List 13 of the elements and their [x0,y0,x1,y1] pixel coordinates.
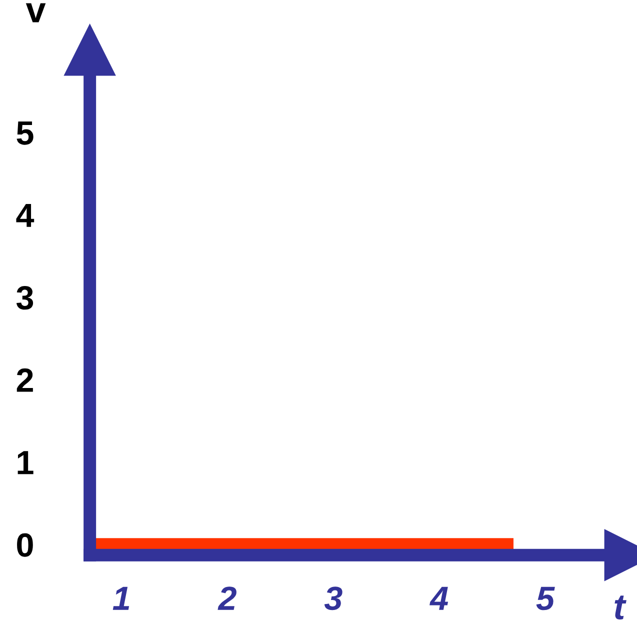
x-axis-title: t [614,596,626,620]
y-tick-label: 1 [18,451,34,474]
y-tick-label: 3 [16,286,34,310]
x-tick-label: 1 [112,586,130,610]
x-tick-label: 5 [536,586,555,610]
y-tick-label: 0 [17,533,33,557]
x-tick-label: 4 [430,586,448,610]
y-tick-label: 4 [16,204,34,227]
y-tick-label: 2 [16,368,33,392]
y-tick-label: 5 [16,122,34,145]
x-tick-label: 2 [218,586,236,610]
y-axis-title: v [26,3,46,22]
x-tick-label: 3 [324,586,342,610]
